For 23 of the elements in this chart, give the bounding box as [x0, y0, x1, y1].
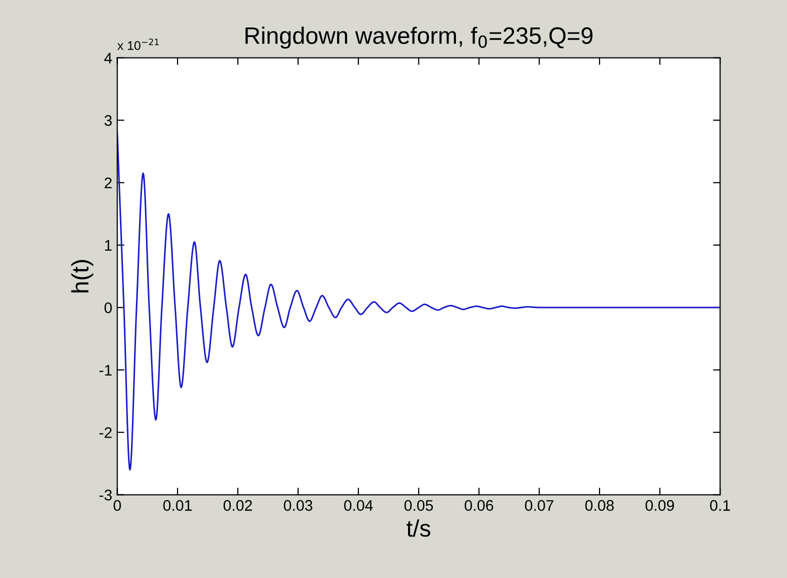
- y-tick-label: 1: [105, 240, 112, 251]
- x-tick-label: 0.07: [524, 500, 554, 511]
- x-tick-label: 0.01: [163, 500, 192, 511]
- y-axis-title: h(t): [71, 260, 94, 292]
- x-axis-title: t/s: [406, 519, 430, 537]
- y-tick-label: -2: [99, 427, 112, 438]
- x-tick-label: 0.06: [464, 500, 494, 511]
- y-tick-label: 4: [104, 52, 112, 64]
- x-tick-label: 0.03: [284, 500, 312, 511]
- text: x 10$^{−21}$: [117, 38, 159, 50]
- x-tick-label: 0.02: [224, 500, 252, 511]
- x-tick-label: 0.08: [585, 500, 614, 511]
- y-tick-label: 2: [104, 178, 112, 188]
- chart-title: Ringdown waveform, f$_{0}$=235,Q=9: [246, 26, 592, 49]
- x-tick-label: 0.09: [646, 500, 674, 511]
- x-tick-label: 0.04: [344, 500, 373, 511]
- y-tick-label: 0: [104, 302, 112, 314]
- y-tick-label: -1: [99, 364, 112, 376]
- y-tick-label: -3: [99, 490, 112, 500]
- x-tick-label: 0.05: [404, 500, 433, 511]
- x-tick-label: 0: [114, 500, 121, 511]
- y-tick-label: 3: [104, 115, 112, 126]
- x-tick-label: 0.1: [710, 500, 730, 511]
